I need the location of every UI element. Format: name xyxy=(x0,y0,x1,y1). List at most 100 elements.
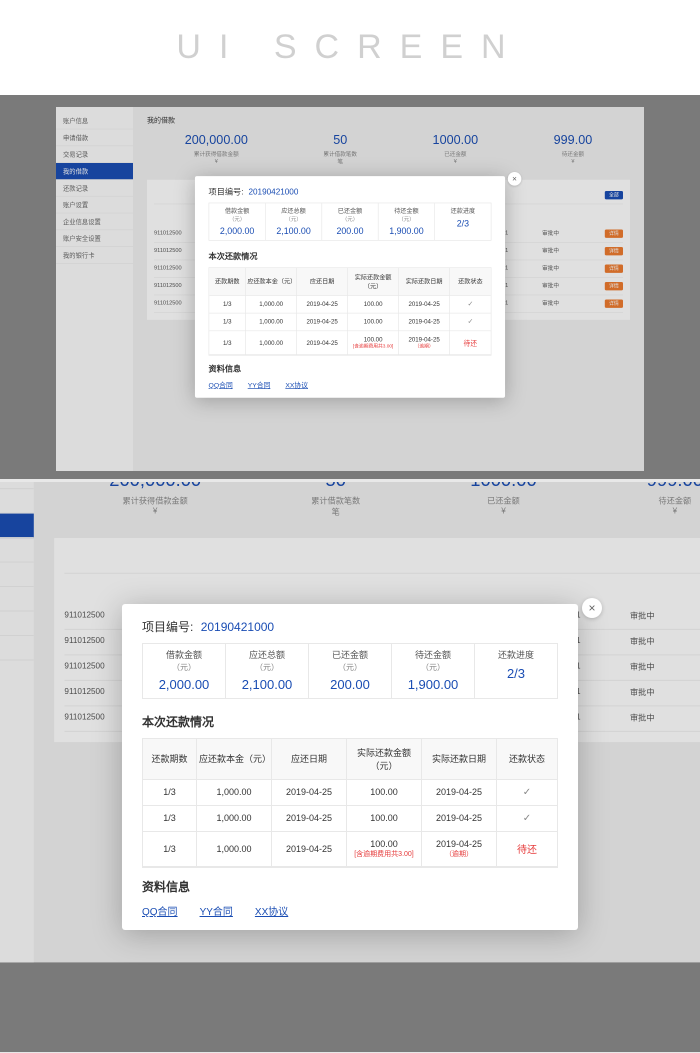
summary-value: 200.00 xyxy=(322,226,378,236)
detail-cell: 2019-04-25 xyxy=(297,313,348,331)
sidebar-item[interactable]: 企业信息设置 xyxy=(0,587,34,611)
stat-label: 已还金额¥ xyxy=(470,495,536,515)
detail-cell: 1/3 xyxy=(143,806,197,832)
sidebar-item[interactable]: 账户安全设置 xyxy=(56,230,133,247)
doc-link[interactable]: XX协议 xyxy=(285,382,308,389)
detail-row: 1/31,000.002019-04-25100.002019-04-25✓ xyxy=(209,296,491,314)
project-id-zoom: 20190421000 xyxy=(201,620,274,634)
check-icon: ✓ xyxy=(468,318,474,325)
sidebar-item[interactable]: 我的银行卡 xyxy=(56,247,133,264)
summary-cell: 待还金额（元）1,900.00 xyxy=(392,644,475,698)
summary-cell: 应还总额（元）2,100.00 xyxy=(226,644,309,698)
detail-cell: 2019-04-25 xyxy=(272,832,347,867)
detail-cell: 100.00 xyxy=(348,313,399,331)
modal-large: × 项目编号: 20190421000 借款金额（元）2,000.00应还总额（… xyxy=(122,604,578,930)
section-docs-title: 资料信息 xyxy=(209,362,492,374)
sidebar-item[interactable]: 申请借款 xyxy=(0,482,34,489)
stat-item: 1000.00已还金额¥ xyxy=(470,482,536,518)
doc-link[interactable]: QQ合同 xyxy=(209,382,233,389)
sidebar-item[interactable]: 账户设置 xyxy=(0,563,34,587)
summary-value: 1,900.00 xyxy=(392,677,474,692)
detail-cell: 待还 xyxy=(497,832,557,867)
detail-cell: 100.00[含逾期费用共3.00] xyxy=(348,331,399,355)
detail-cell: 2019-04-25 xyxy=(272,780,347,806)
detail-cell: 待还 xyxy=(450,331,491,355)
sidebar-item[interactable]: 交易记录 xyxy=(0,489,34,513)
stat-label: 待还金额¥ xyxy=(647,495,700,515)
detail-header-cell: 还款期数 xyxy=(143,739,197,780)
detail-tag[interactable]: 详情 xyxy=(605,282,623,290)
modal-small: × 项目编号: 20190421000 借款金额（元）2,000.00应还总额（… xyxy=(195,176,505,397)
section-repayment-title-zoom: 本次还款情况 xyxy=(142,713,558,730)
summary-label: 还款进度 xyxy=(435,208,491,216)
status-pending: 待还 xyxy=(464,338,478,348)
stat-item: 50 累计借款笔数笔 xyxy=(323,133,357,166)
summary-label: 借款金额 xyxy=(143,650,225,662)
detail-header-cell: 实际还款金额（元） xyxy=(347,739,422,780)
summary-unit: （元） xyxy=(266,215,322,222)
banner-title: UI SCREEN xyxy=(0,0,700,95)
sidebar-item[interactable]: 还款记录 xyxy=(56,180,133,197)
stat-value: 50 xyxy=(323,133,357,148)
detail-cell: 1/3 xyxy=(209,331,246,355)
detail-cell: 1/3 xyxy=(209,313,246,331)
stat-item: 999.00待还金额¥ xyxy=(554,133,593,166)
sidebar-item[interactable]: 我的借款 xyxy=(0,514,34,538)
detail-tag[interactable]: 详情 xyxy=(605,300,623,308)
detail-cell: 2019-04-25 xyxy=(399,296,450,314)
detail-cell: 1/3 xyxy=(143,832,197,867)
sidebar-item[interactable]: 申请借款 xyxy=(56,129,133,146)
summary-label: 借款金额 xyxy=(209,208,265,216)
stat-item: 50 累计借款笔数笔 xyxy=(311,482,360,518)
sidebar-item[interactable]: 还款记录 xyxy=(0,538,34,562)
detail-header-cell: 还款状态 xyxy=(450,268,491,296)
summary-cell: 应还总额（元）2,100.00 xyxy=(266,203,322,240)
doc-links: QQ合同 YY合同 XX协议 xyxy=(209,379,492,389)
detail-table: 还款期数应还款本金（元）应还日期实际还款金额（元）实际还款日期还款状态1/31,… xyxy=(209,267,492,355)
sidebar-item[interactable]: 交易记录 xyxy=(56,146,133,163)
stat-value: 200,000.00 xyxy=(109,482,201,491)
sidebar-item[interactable]: 账户信息 xyxy=(56,113,133,130)
detail-row: 1/31,000.002019-04-25100.00[含逾期费用共3.00]2… xyxy=(209,331,491,355)
summary-label: 已还金额 xyxy=(322,208,378,216)
detail-cell: 2019-04-25（逾期） xyxy=(422,832,497,867)
sidebar-item[interactable]: 我的银行卡 xyxy=(0,636,34,660)
summary-unit: （元） xyxy=(143,662,225,673)
summary-label: 还款进度 xyxy=(475,650,557,662)
sidebar-item[interactable]: 账户设置 xyxy=(56,197,133,214)
filter-tag[interactable]: 全部 xyxy=(605,191,623,199)
check-icon: ✓ xyxy=(523,787,531,798)
doc-link[interactable]: XX协议 xyxy=(255,907,288,918)
detail-row: 1/31,000.002019-04-25100.002019-04-25✓ xyxy=(143,806,557,832)
detail-tag[interactable]: 详情 xyxy=(605,247,623,255)
summary-label: 待还金额 xyxy=(392,650,474,662)
detail-cell: 1,000.00 xyxy=(197,832,272,867)
preview-small: 账户信息申请借款交易记录我的借款还款记录账户设置企业信息设置账户安全设置我的银行… xyxy=(0,95,700,479)
detail-tag[interactable]: 详情 xyxy=(605,265,623,273)
detail-cell: 1/3 xyxy=(143,780,197,806)
summary-label: 待还金额 xyxy=(379,208,435,216)
section-docs-title-zoom: 资料信息 xyxy=(142,878,558,895)
doc-link[interactable]: QQ合同 xyxy=(142,907,178,918)
doc-link[interactable]: YY合同 xyxy=(200,907,233,918)
summary-value: 200.00 xyxy=(309,677,391,692)
detail-tag[interactable]: 详情 xyxy=(605,230,623,238)
stat-label: 累计借款笔数笔 xyxy=(323,150,357,165)
detail-cell: 1/3 xyxy=(209,296,246,314)
stat-label: 累计借款笔数笔 xyxy=(311,495,360,517)
summary-row: 借款金额（元）2,000.00应还总额（元）2,100.00已还金额（元）200… xyxy=(209,203,492,241)
summary-cell: 还款进度2/3 xyxy=(475,644,557,698)
summary-cell: 借款金额（元）2,000.00 xyxy=(209,203,265,240)
stats-row-zoom: 200,000.00累计获得借款金额¥50累计借款笔数笔1000.00已还金额¥… xyxy=(54,482,700,518)
sidebar-item[interactable]: 我的借款 xyxy=(56,163,133,180)
detail-cell: 100.00[含逾期费用共3.00] xyxy=(347,832,422,867)
summary-value: 2,100.00 xyxy=(266,226,322,236)
sidebar-item[interactable]: 企业信息设置 xyxy=(56,213,133,230)
doc-link[interactable]: YY合同 xyxy=(248,382,271,389)
stat-item: 999.00 待还金额¥ xyxy=(647,482,700,518)
detail-cell: 1,000.00 xyxy=(197,780,272,806)
stat-value: 999.00 xyxy=(647,482,700,491)
sidebar-item[interactable]: 账户安全设置 xyxy=(0,612,34,636)
close-button-zoom[interactable]: × xyxy=(582,598,602,618)
stat-value: 50 xyxy=(311,482,360,491)
